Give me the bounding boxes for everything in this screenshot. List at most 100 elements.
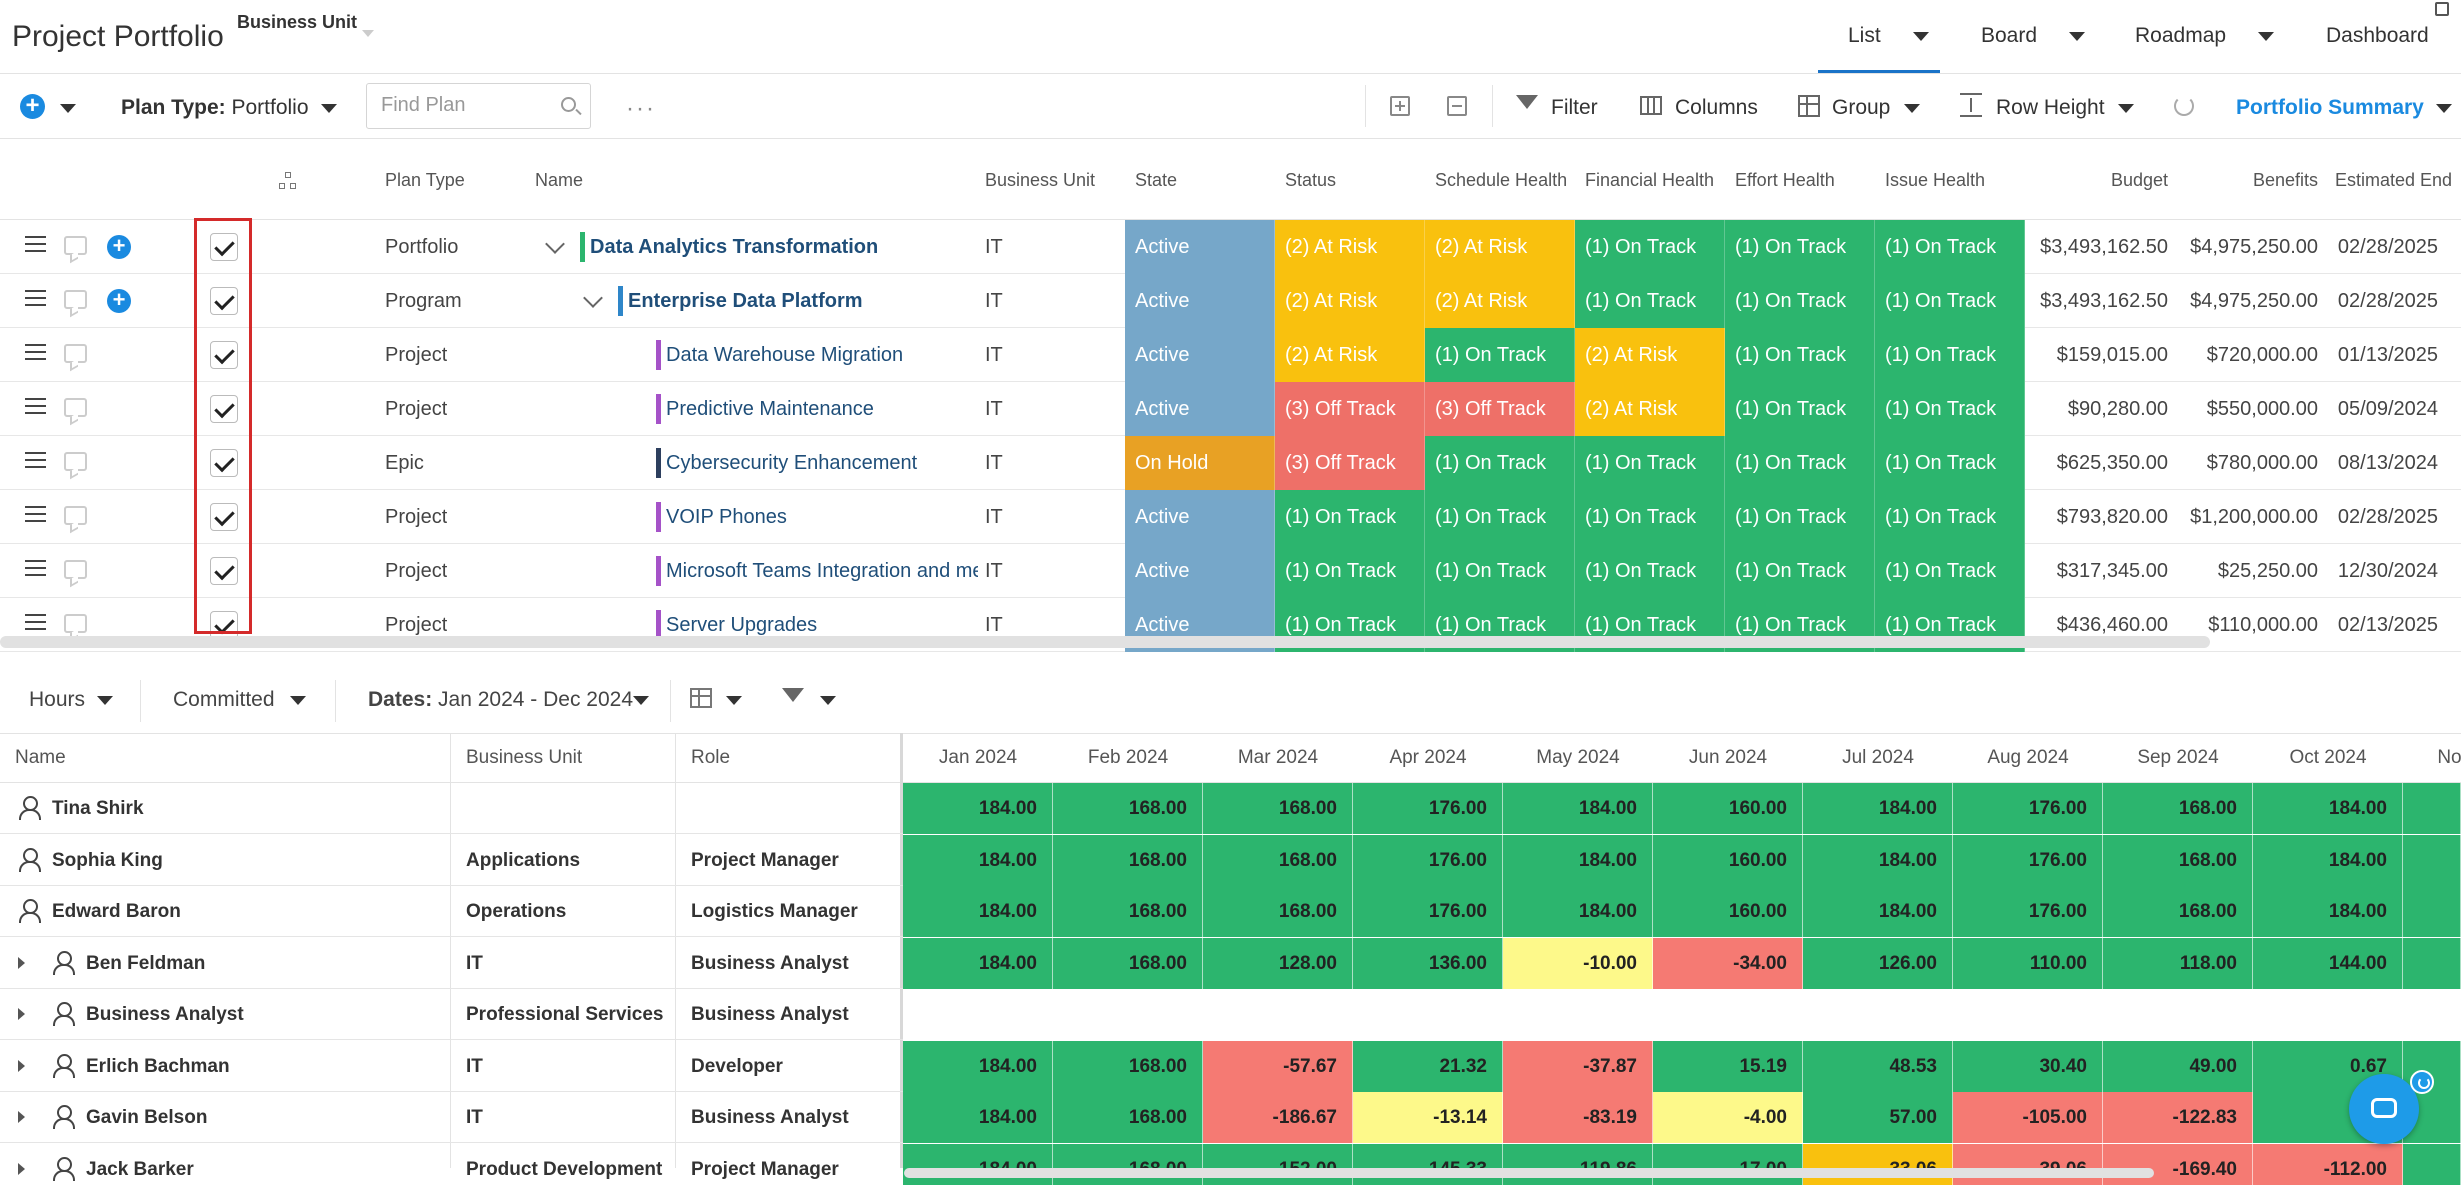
month-header[interactable]: Jun 2024 [1688, 747, 1768, 768]
table-row[interactable]: + Program Enterprise Data Platform IT Active… [0, 274, 2461, 328]
hours-cell[interactable]: 184.00 [903, 938, 1053, 989]
hours-cell[interactable]: 184.00 [1803, 886, 1953, 937]
plan-type-selector[interactable]: Plan Type: Portfolio [121, 96, 309, 120]
chevron-down-icon[interactable] [545, 234, 565, 254]
add-child-button[interactable]: + [107, 289, 131, 313]
power-icon[interactable] [2410, 1070, 2434, 1094]
month-header[interactable]: Sep 2024 [2137, 747, 2219, 768]
hours-cell[interactable]: 168.00 [2103, 886, 2253, 937]
hours-cell[interactable]: -33.06 [1803, 1144, 1953, 1185]
tab-board-label[interactable]: Board [1981, 24, 2038, 47]
hours-cell[interactable]: 184.00 [903, 783, 1053, 834]
hours-cell[interactable]: -34.00 [1653, 938, 1803, 989]
col-effort-health[interactable]: Effort Health [1735, 170, 1835, 190]
hours-cell[interactable] [2403, 938, 2461, 989]
hours-cell[interactable]: -105.00 [1953, 1092, 2103, 1143]
hours-cell[interactable]: -186.67 [1203, 1092, 1353, 1143]
hours-cell[interactable]: -112.00 [2253, 1144, 2403, 1185]
group-icon[interactable] [1798, 95, 1820, 117]
hours-cell[interactable]: 152.00 [1203, 1144, 1353, 1185]
res-col-name[interactable]: Name [15, 747, 66, 768]
table-row[interactable]: Epic Cybersecurity Enhancement IT On Hold (3… [0, 436, 2461, 490]
hours-cell[interactable]: 118.00 [2103, 938, 2253, 989]
hours-cell[interactable]: 119.86 [1503, 1144, 1653, 1185]
tab-roadmap-label[interactable]: Roadmap [2135, 24, 2227, 47]
hierarchy-icon[interactable] [279, 172, 297, 190]
hours-cell[interactable] [1203, 989, 1353, 1040]
filter-icon[interactable] [1516, 95, 1538, 109]
chevron-down-icon[interactable] [97, 696, 113, 705]
col-state[interactable]: State [1135, 170, 1178, 190]
hours-cell[interactable]: 176.00 [1953, 783, 2103, 834]
resource-row[interactable]: Tina Shirk 184.00 168.00 168.00 176.00 184.00… [0, 783, 2461, 834]
plan-name-link[interactable]: Enterprise Data Platform [628, 290, 863, 312]
drag-handle-icon[interactable] [25, 344, 46, 364]
col-plan-type[interactable]: Plan Type [385, 170, 465, 190]
resource-name[interactable]: Gavin Belson [86, 1107, 208, 1128]
plan-name-link[interactable]: Data Warehouse Migration [666, 344, 904, 366]
row-height-icon[interactable] [1960, 93, 1982, 117]
committed-selector[interactable]: Committed [173, 688, 275, 711]
hours-cell[interactable] [2403, 783, 2461, 834]
hours-cell[interactable]: 184.00 [2253, 886, 2403, 937]
expand-arrow-icon[interactable] [18, 1008, 25, 1020]
month-header[interactable]: Oct 2024 [2289, 747, 2367, 768]
hours-cell[interactable] [1353, 989, 1503, 1040]
more-options-icon[interactable]: ··· [626, 95, 656, 122]
hours-cell[interactable]: 184.00 [1803, 835, 1953, 886]
group-button[interactable]: Group [1832, 96, 1891, 119]
chevron-down-icon[interactable] [290, 696, 306, 705]
hours-cell[interactable]: -122.83 [2103, 1092, 2253, 1143]
hours-cell[interactable] [1953, 989, 2103, 1040]
hours-cell[interactable]: -169.40 [2103, 1144, 2253, 1185]
plan-type-value[interactable]: Portfolio [231, 96, 309, 119]
col-business-unit[interactable]: Business Unit [985, 170, 1096, 190]
hours-cell[interactable]: 184.00 [903, 886, 1053, 937]
find-plan-field[interactable] [366, 83, 591, 129]
table-row[interactable]: Project Predictive Maintenance IT Active (3)… [0, 382, 2461, 436]
find-plan-input[interactable] [381, 94, 551, 117]
tab-dashboard-label[interactable]: Dashboard [2326, 24, 2429, 47]
plan-name-link[interactable]: Microsoft Teams Integration and me [666, 560, 978, 582]
add-plan-button[interactable]: + [20, 94, 45, 119]
hours-cell[interactable]: 48.53 [1803, 1041, 1953, 1092]
hours-cell[interactable] [1503, 989, 1653, 1040]
hours-cell[interactable]: 136.00 [1353, 938, 1503, 989]
resource-name[interactable]: Jack Barker [86, 1159, 194, 1180]
hours-cell[interactable]: 49.00 [2103, 1041, 2253, 1092]
collapse-all-icon[interactable] [1447, 96, 1467, 116]
resource-name[interactable]: Erlich Bachman [86, 1056, 230, 1077]
columns-icon[interactable] [1640, 96, 1662, 115]
tab-roadmap[interactable]: Roadmap [2135, 24, 2275, 48]
month-header[interactable]: Mar 2024 [1237, 747, 1319, 768]
search-icon[interactable] [561, 97, 576, 112]
month-header[interactable]: Aug 2024 [1987, 747, 2069, 768]
hours-cell[interactable]: 145.33 [1353, 1144, 1503, 1185]
hours-cell[interactable]: 168.00 [1053, 886, 1203, 937]
hours-cell[interactable]: 176.00 [1353, 835, 1503, 886]
expand-all-icon[interactable] [1390, 96, 1410, 116]
business-unit-selector[interactable]: Business Unit [237, 12, 358, 32]
col-status[interactable]: Status [1285, 170, 1337, 190]
drag-handle-icon[interactable] [25, 614, 46, 634]
hours-cell[interactable] [2253, 989, 2403, 1040]
comment-icon[interactable] [64, 560, 87, 579]
hours-cell[interactable]: 184.00 [903, 1092, 1053, 1143]
resource-row[interactable]: Business Analyst Professional Services Bus… [0, 989, 2461, 1040]
hours-cell[interactable]: 184.00 [903, 1041, 1053, 1092]
drag-handle-icon[interactable] [25, 236, 46, 256]
dates-selector[interactable]: Dates: Jan 2024 - Dec 2024 [368, 688, 633, 712]
hours-cell[interactable]: -10.00 [1503, 938, 1653, 989]
month-header[interactable]: Nov 2024 [2437, 747, 2461, 768]
comment-icon[interactable] [64, 290, 87, 309]
hours-cell[interactable]: 128.00 [1203, 938, 1353, 989]
expand-arrow-icon[interactable] [18, 1163, 25, 1175]
hours-cell[interactable]: 126.00 [1803, 938, 1953, 989]
hours-selector[interactable]: Hours [29, 688, 86, 711]
drag-handle-icon[interactable] [25, 506, 46, 526]
tab-list-label[interactable]: List [1848, 24, 1881, 47]
expand-arrow-icon[interactable] [18, 1060, 25, 1072]
hours-cell[interactable]: 168.00 [1053, 1092, 1203, 1143]
row-checkbox[interactable] [210, 395, 238, 423]
month-header[interactable]: May 2024 [1536, 747, 1620, 768]
